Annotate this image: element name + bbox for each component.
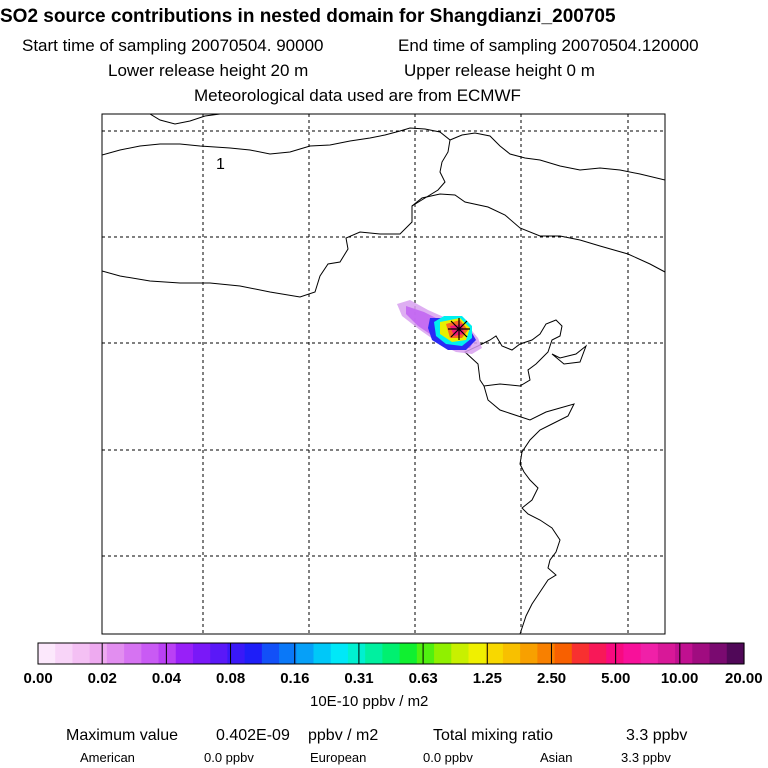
- panel-number: 1: [216, 156, 225, 173]
- colorbar-swatch: [296, 643, 315, 664]
- colorbar-tick-label: 0.16: [280, 670, 310, 687]
- colorbar-swatch: [347, 643, 366, 664]
- maximum-value: 0.402E-09: [216, 727, 290, 744]
- total-mixing-ratio-label: Total mixing ratio: [433, 727, 554, 744]
- colorbar-tick-label: 0.31: [344, 670, 374, 687]
- colorbar-swatch: [623, 643, 642, 664]
- start-time-label: Start time of sampling 20070504. 90000: [22, 36, 324, 55]
- colorbar-tick-label: 0.04: [151, 670, 182, 687]
- maximum-value-label: Maximum value: [66, 727, 179, 744]
- colorbar-tick-label: 0.02: [87, 670, 117, 687]
- colorbar-swatch: [141, 643, 160, 664]
- map-gridlines: [102, 114, 665, 634]
- colorbar-tick-label: 0.08: [216, 670, 246, 687]
- colorbar-swatch: [244, 643, 263, 664]
- colorbar-swatch: [382, 643, 401, 664]
- colorbar-swatch: [55, 643, 74, 664]
- meteorological-data-label: Meteorological data used are from ECMWF: [194, 86, 521, 105]
- colorbar-swatch: [158, 643, 177, 664]
- colorbar-swatch: [38, 643, 56, 664]
- colorbar-swatch: [502, 643, 521, 664]
- end-time-label: End time of sampling 20070504.120000: [398, 36, 699, 55]
- colorbar-tick-label: 2.50: [536, 670, 567, 687]
- total-mixing-ratio-value: 3.3 ppbv: [626, 727, 688, 744]
- colorbar-swatch: [657, 643, 676, 664]
- colorbar-tick-label: 0.00: [23, 670, 53, 687]
- colorbar-swatch: [675, 643, 693, 664]
- colorbar-swatch: [416, 643, 435, 664]
- chart-title: SO2 source contributions in nested domai…: [0, 6, 616, 27]
- colorbar-swatch: [537, 643, 556, 664]
- colorbar-swatch: [709, 643, 728, 664]
- colorbar-swatch: [571, 643, 590, 664]
- european-value: 0.0 ppbv: [423, 750, 473, 765]
- receptor-marker-icon: [448, 318, 470, 340]
- colorbar-swatch: [261, 643, 280, 664]
- colorbar-tick-label: 0.63: [408, 670, 438, 687]
- asian-label: Asian: [540, 750, 573, 765]
- colorbar-swatch: [227, 643, 246, 664]
- map-frame: [102, 114, 665, 634]
- colorbar-border: [37, 642, 745, 665]
- colorbar-tick-label: 10.00: [660, 670, 699, 687]
- colorbar-swatch: [468, 643, 487, 664]
- colorbar-tick-label: 5.00: [601, 670, 631, 687]
- american-value: 0.0 ppbv: [204, 750, 254, 765]
- colorbar-swatch: [330, 643, 349, 664]
- colorbar-swatch: [210, 643, 229, 664]
- colorbar: [37, 642, 745, 665]
- colorbar-swatch: [279, 643, 297, 664]
- colorbar-swatch: [313, 643, 332, 664]
- colorbar-swatch: [692, 643, 711, 664]
- colorbar-swatch: [554, 643, 573, 664]
- lower-release-height-label: Lower release height 20 m: [108, 61, 309, 80]
- colorbar-swatch: [589, 643, 607, 664]
- colorbar-swatch: [520, 643, 538, 664]
- american-label: American: [80, 750, 135, 765]
- colorbar-swatch: [365, 643, 383, 664]
- colorbar-swatch: [106, 643, 125, 664]
- map-border: [101, 113, 666, 635]
- colorbar-swatch: [726, 643, 745, 664]
- asian-value: 3.3 ppbv: [621, 750, 671, 765]
- colorbar-swatch: [485, 643, 504, 664]
- colorbar-swatch: [640, 643, 659, 664]
- colorbar-swatch: [175, 643, 194, 664]
- plume-overlay: [397, 300, 482, 354]
- colorbar-swatch: [192, 643, 211, 664]
- colorbar-swatch: [451, 643, 470, 664]
- colorbar-swatch: [89, 643, 108, 664]
- colorbar-swatch: [434, 643, 452, 664]
- colorbar-swatch: [72, 643, 91, 664]
- colorbar-swatch: [399, 643, 418, 664]
- map-content: [102, 114, 665, 634]
- maximum-value-unit: ppbv / m2: [308, 727, 379, 744]
- colorbar-swatch: [124, 643, 142, 664]
- european-label: European: [310, 750, 367, 765]
- upper-release-height-label: Upper release height 0 m: [404, 61, 595, 80]
- map-coastlines: [102, 114, 665, 634]
- colorbar-tick-label: 1.25: [472, 670, 502, 687]
- colorbar-unit-label: 10E-10 ppbv / m2: [310, 693, 429, 710]
- colorbar-tick-label: 20.00: [725, 670, 763, 687]
